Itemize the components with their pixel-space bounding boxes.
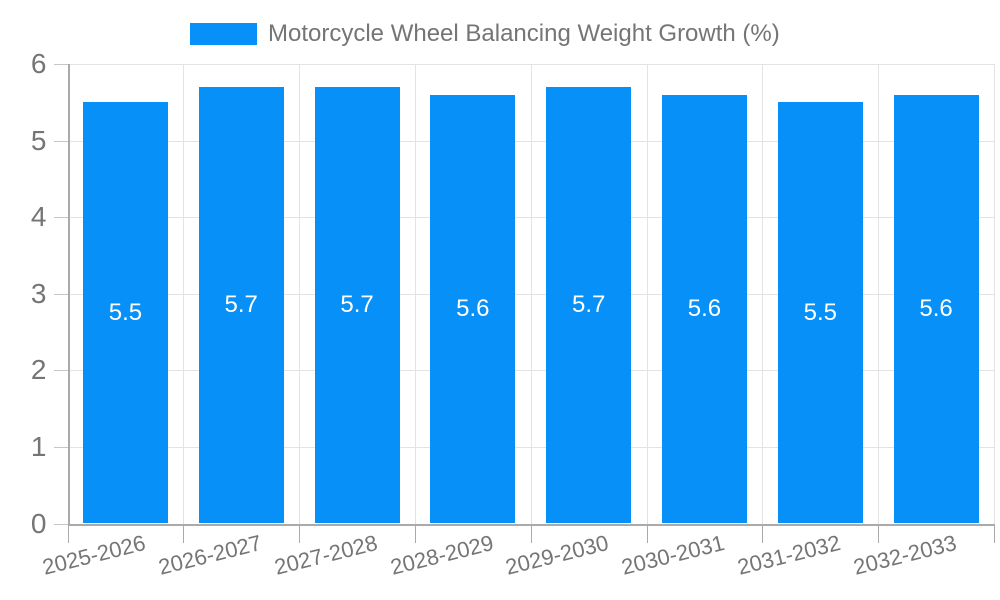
x-tick — [762, 523, 764, 543]
x-tick — [183, 523, 185, 543]
legend-swatch — [190, 23, 257, 45]
bar-value-label: 5.5 — [803, 298, 837, 326]
x-tick-label: 2026-2027 — [155, 530, 265, 580]
y-axis-line — [67, 64, 70, 524]
bar-value-label: 5.7 — [340, 291, 374, 319]
legend-item[interactable]: Motorcycle Wheel Balancing Weight Growth… — [190, 20, 780, 48]
y-tick-label: 3 — [30, 277, 47, 309]
y-tick-label: 2 — [30, 354, 47, 386]
y-tick — [53, 523, 68, 525]
x-tick — [299, 523, 301, 543]
x-tick-label: 2027-2028 — [271, 530, 380, 580]
v-gridline — [762, 64, 764, 524]
x-tick-label: 2029-2030 — [503, 530, 612, 580]
bar — [546, 86, 632, 524]
bar — [661, 94, 747, 524]
y-tick-label: 1 — [30, 430, 47, 462]
x-axis-line — [67, 523, 994, 526]
x-tick-label: 2032-2033 — [850, 530, 959, 580]
x-tick — [878, 523, 880, 543]
y-tick — [53, 140, 68, 142]
bar — [777, 102, 863, 524]
x-tick-label: 2028-2029 — [387, 530, 496, 580]
y-tick — [53, 64, 68, 65]
y-tick-label: 6 — [30, 48, 47, 79]
y-tick-label: 5 — [30, 124, 47, 156]
x-tick — [67, 523, 69, 543]
bar-value-label: 5.7 — [224, 291, 258, 319]
bar — [893, 94, 979, 524]
v-gridline — [994, 64, 995, 524]
v-gridline — [878, 64, 880, 524]
bar-value-label: 5.6 — [919, 295, 953, 323]
bar — [198, 86, 284, 524]
y-tick — [53, 370, 68, 372]
y-tick-label: 0 — [30, 507, 47, 539]
y-tick — [53, 293, 68, 295]
x-tick — [646, 523, 648, 543]
bar — [82, 102, 168, 524]
x-tick-label: 2030-2031 — [619, 530, 728, 580]
y-tick-label: 4 — [30, 201, 47, 233]
chart-title: Motorcycle Wheel Balancing Weight Growth… — [268, 20, 780, 47]
v-gridline — [530, 64, 532, 524]
bar-value-label: 5.6 — [687, 295, 722, 323]
x-tick-label: 2031-2032 — [734, 530, 844, 580]
y-tick — [53, 446, 68, 448]
v-gridline — [299, 64, 301, 524]
bar-value-label: 5.6 — [456, 295, 490, 323]
bar — [430, 94, 516, 524]
v-gridline — [414, 64, 416, 524]
bar-value-label: 5.5 — [108, 298, 143, 326]
x-tick-label: 2025-2026 — [40, 530, 149, 580]
x-tick — [994, 523, 995, 543]
x-tick — [414, 523, 416, 543]
x-tick — [530, 523, 532, 543]
y-tick — [53, 217, 68, 219]
bar — [314, 86, 400, 524]
bar-value-label: 5.7 — [571, 291, 606, 319]
v-gridline — [646, 64, 648, 524]
v-gridline — [183, 64, 185, 524]
